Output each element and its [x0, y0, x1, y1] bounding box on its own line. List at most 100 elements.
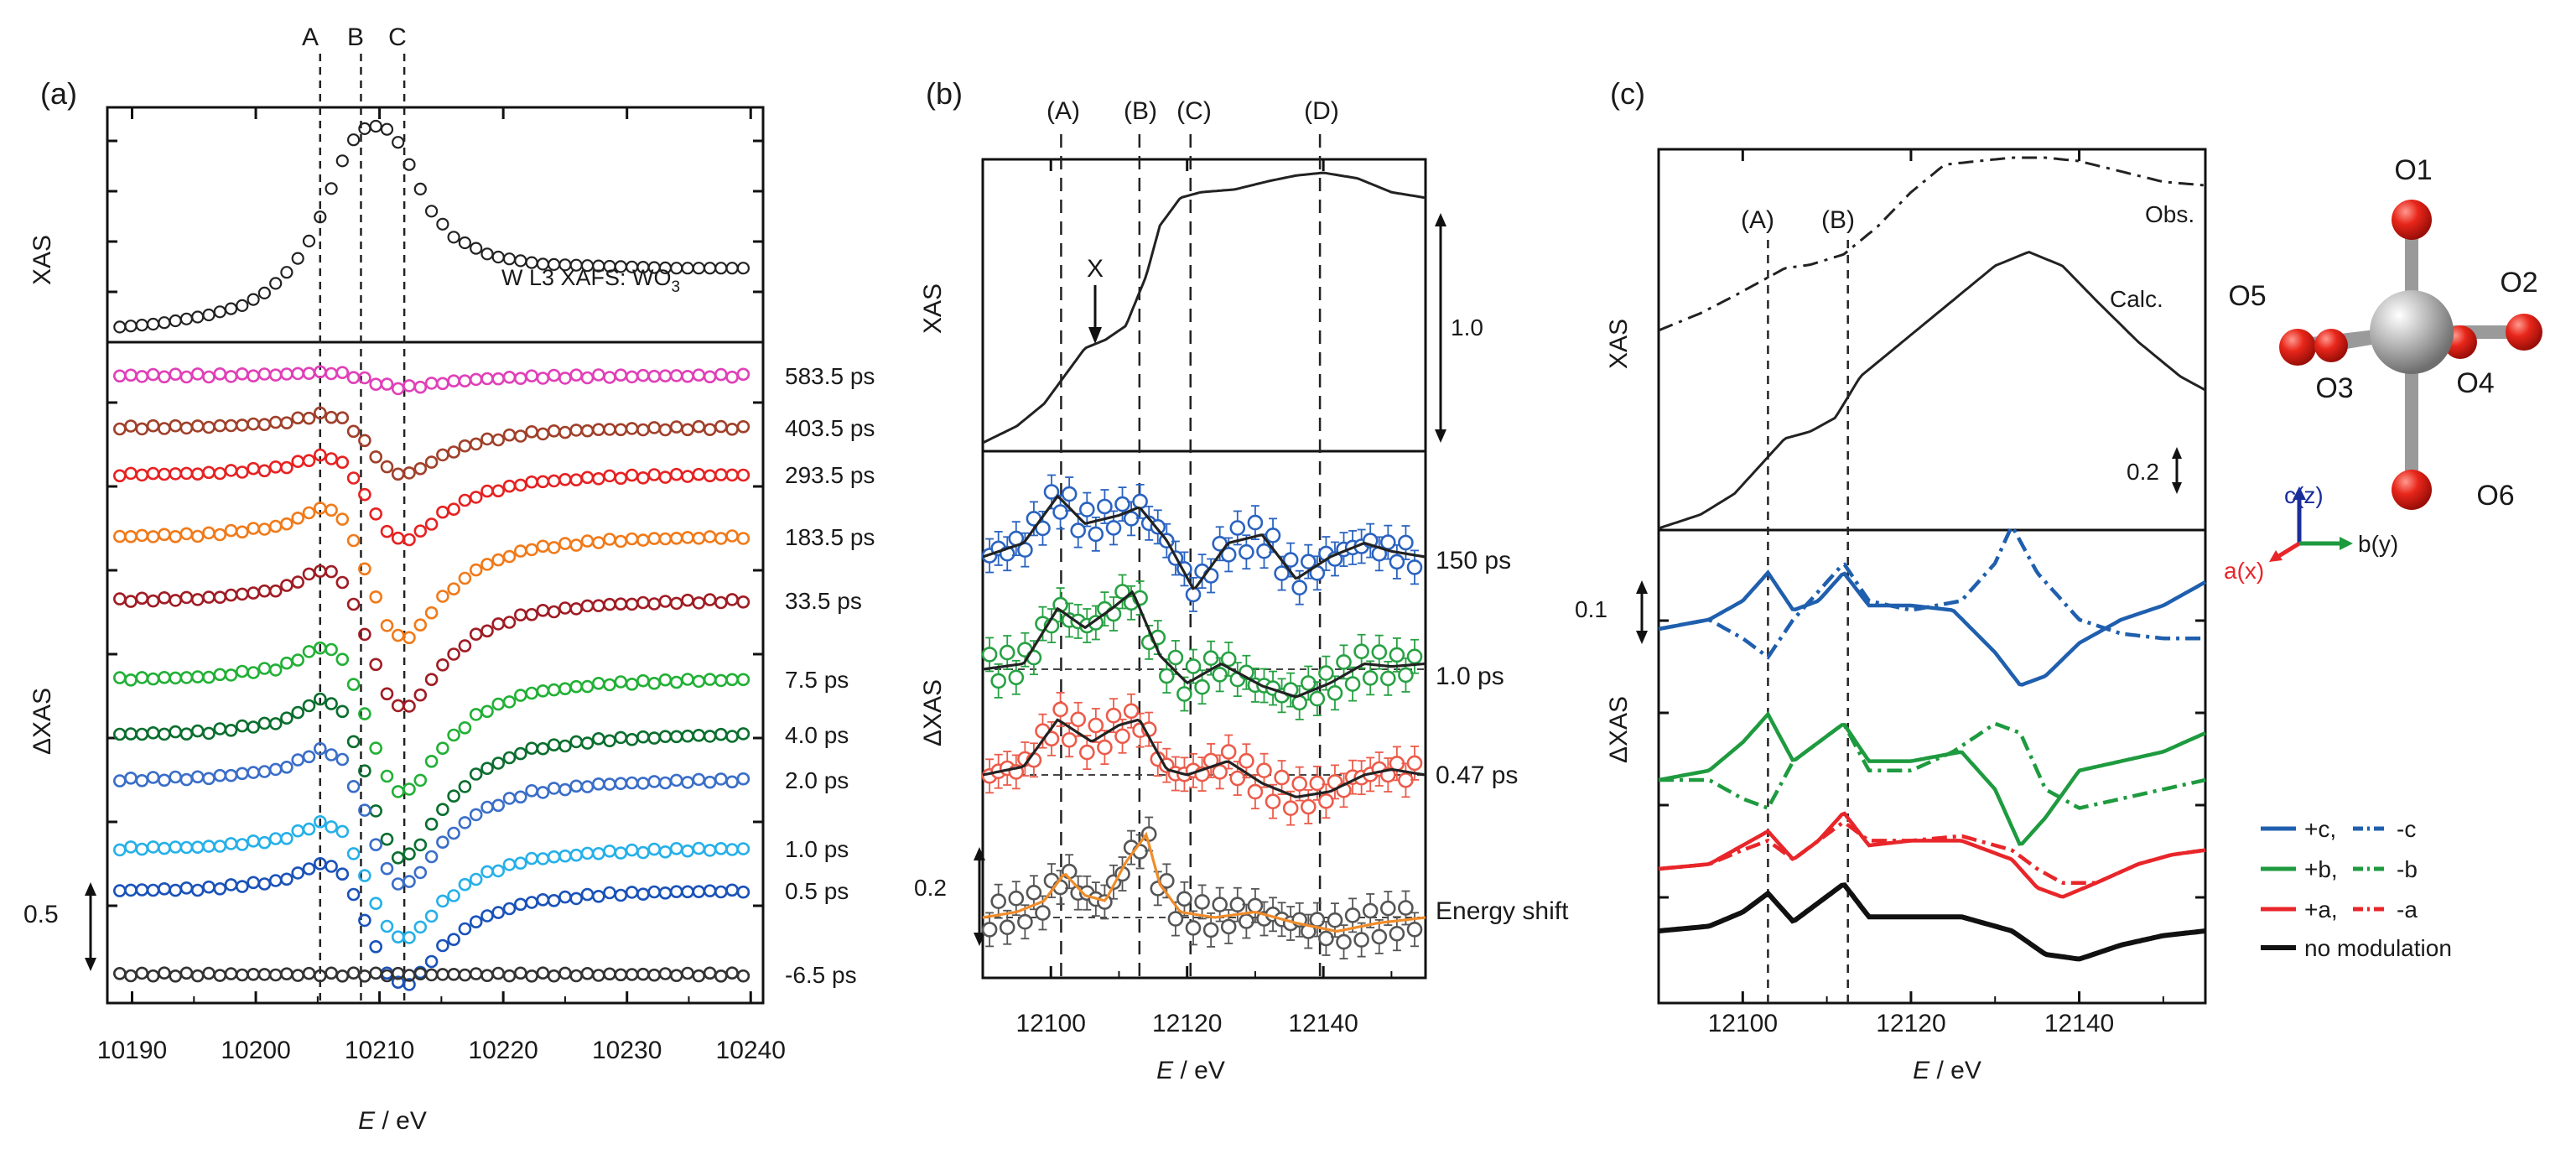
- panel-b-xas-scale-down: [1435, 429, 1446, 443]
- delay-series-point: [235, 664, 249, 678]
- b-point: [1035, 905, 1051, 921]
- b-point: [1088, 615, 1104, 631]
- delay-series-point: [447, 789, 460, 803]
- delay-series-point: [636, 673, 650, 688]
- delay-series-point: [179, 772, 194, 787]
- delay-series-point: [224, 878, 238, 891]
- delay-label: 4.0 ps: [785, 722, 849, 748]
- marker-a-C: C: [388, 23, 407, 51]
- axis-a-arrow: [2276, 541, 2301, 559]
- delay-series-point: [179, 966, 194, 980]
- delay-series-point: [681, 844, 694, 858]
- delay-series-point: [536, 893, 550, 907]
- delay-series-point: [380, 832, 394, 846]
- delay-series-point: [558, 472, 572, 486]
- delay-series-point: [614, 968, 628, 982]
- delay-series-point: [736, 727, 750, 741]
- delay-series-point: [369, 838, 383, 852]
- panel-a-xas-point: [224, 302, 238, 315]
- delay-series-point: [235, 587, 249, 601]
- b-point: [1389, 554, 1405, 570]
- delay-series-point: [725, 370, 739, 384]
- delay-series-point: [402, 931, 416, 944]
- delay-series-point: [135, 773, 149, 788]
- delay-series-point: [268, 968, 283, 982]
- delay-series-point: [413, 618, 428, 632]
- delay-series-point: [402, 875, 416, 888]
- delay-series-point: [335, 704, 350, 719]
- delay-series-point: [268, 460, 283, 474]
- atom-label-o5: O5: [2228, 280, 2266, 312]
- panel-a-xas-point: [280, 266, 293, 279]
- delay-series-point: [358, 969, 371, 983]
- delay-series-point: [335, 455, 350, 470]
- delay-series-point: [346, 847, 361, 860]
- delay-series-point: [158, 670, 171, 684]
- delay-series-point: [224, 768, 238, 782]
- b-point: [1327, 684, 1343, 701]
- trace-label-150ps: 150 ps: [1436, 547, 1511, 574]
- delay-series-point: [302, 699, 316, 713]
- delay-series-point: [647, 532, 662, 545]
- delay-series-point: [658, 369, 673, 383]
- delay-series-point: [658, 470, 673, 484]
- b-point: [1406, 648, 1423, 665]
- delay-label: 583.5 ps: [785, 363, 875, 389]
- delay-series-point: [469, 627, 483, 642]
- delay-series-point: [213, 366, 227, 381]
- delay-series-point: [436, 448, 449, 462]
- delay-series-point: [569, 538, 584, 552]
- delay-series-point: [169, 840, 182, 854]
- panel-a-xas-point: [247, 293, 260, 306]
- delay-series-point: [736, 772, 750, 786]
- b-point: [1061, 731, 1078, 748]
- delay-series-point: [458, 639, 472, 652]
- delay-series-point: [536, 966, 550, 980]
- delay-series-point: [280, 517, 293, 531]
- b-point: [1389, 926, 1405, 942]
- delay-series-point: [146, 530, 160, 543]
- legend-label-no-modulation: no modulation: [2304, 935, 2452, 961]
- panel-a-xas-point: [358, 122, 371, 135]
- delay-series-point: [268, 519, 283, 533]
- delay-series-point: [179, 840, 194, 855]
- b-point: [1380, 900, 1396, 917]
- delay-series-point: [502, 858, 517, 871]
- delay-series-point: [513, 746, 527, 761]
- panel-a-xas-point: [113, 320, 127, 334]
- legend-label-minus-c: -c: [2397, 816, 2416, 842]
- delay-series-point: [268, 874, 283, 887]
- b-point: [1256, 762, 1272, 779]
- delay-series-point: [491, 617, 506, 631]
- marker-c-B: (B): [1821, 206, 1855, 234]
- delay-series-point: [480, 762, 494, 776]
- panel-a-xas-point: [369, 119, 382, 133]
- delay-series-point: [369, 966, 383, 980]
- delay-series-point: [669, 969, 683, 982]
- delay-series-point: [458, 816, 472, 829]
- delay-series-point: [480, 865, 494, 879]
- delay-series-point: [213, 840, 227, 853]
- delay-series-point: [725, 775, 739, 789]
- delay-series-point: [647, 369, 662, 383]
- delay-series-point: [547, 738, 561, 752]
- b-point: [1008, 669, 1025, 686]
- panel-a-xtick-label: 10230: [592, 1037, 662, 1064]
- delay-series-point: [569, 679, 584, 694]
- delay-series-point: [647, 968, 662, 982]
- delay-series-point: [391, 382, 405, 396]
- delay-series-point: [247, 968, 260, 981]
- delay-series-point: [402, 978, 416, 991]
- delay-series-point: [124, 419, 138, 433]
- delay-series-point: [179, 590, 194, 605]
- panel-a-xas-point: [380, 122, 394, 136]
- delay-series-point: [346, 779, 361, 793]
- delay-series-point: [580, 780, 595, 793]
- delay-series-point: [235, 719, 249, 733]
- delay-series-point: [257, 765, 272, 778]
- delay-series-point: [135, 422, 149, 436]
- b-point: [1176, 891, 1192, 907]
- delay-series-point: [302, 966, 316, 980]
- panel-a-xtick-label: 10220: [468, 1037, 538, 1064]
- panel-a-xas-point: [670, 262, 683, 275]
